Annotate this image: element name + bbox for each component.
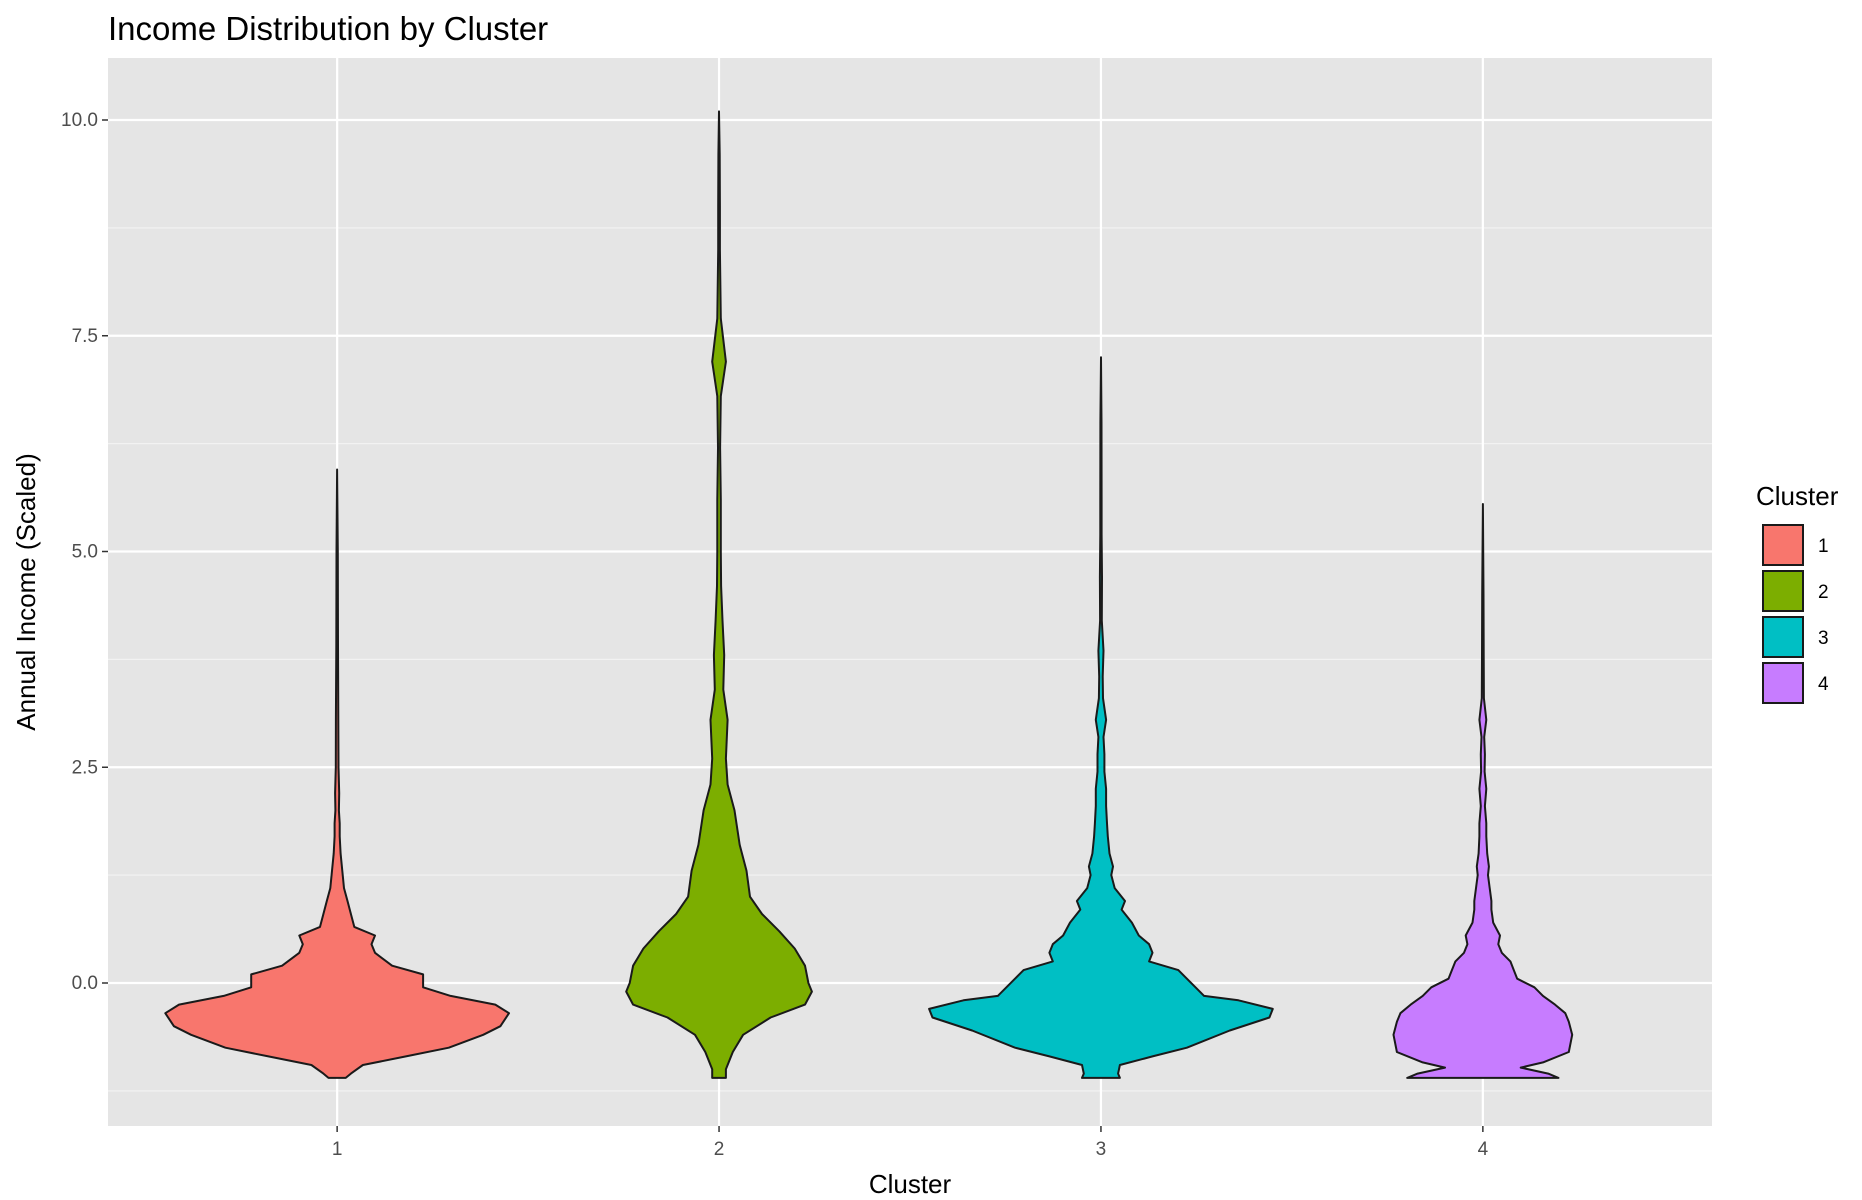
violin-cluster-3 (928, 356, 1274, 1079)
legend-swatch-2 (1762, 570, 1804, 612)
violin-cluster-4 (1392, 503, 1574, 1079)
y-tick-label: 5.0 (72, 542, 98, 563)
legend-swatch-1 (1762, 524, 1804, 566)
legend-label-1: 1 (1818, 536, 1829, 557)
violins (164, 110, 1574, 1079)
y-axis-ticks: 0.0 2.5 5.0 7.5 10.0 (61, 110, 108, 994)
legend-title: Cluster (1756, 481, 1839, 511)
legend-label-2: 2 (1818, 582, 1829, 603)
violin-cluster-1 (164, 468, 510, 1079)
y-axis-label: Annual Income (Scaled) (11, 453, 41, 730)
y-tick-label: 7.5 (72, 326, 98, 347)
legend-swatch-3 (1762, 616, 1804, 658)
legend: Cluster 1 2 3 4 (1756, 481, 1839, 704)
x-tick-label: 1 (332, 1139, 343, 1160)
plot-panel (108, 58, 1712, 1126)
legend-entries: 1 2 3 4 (1762, 524, 1829, 704)
legend-label-4: 4 (1818, 674, 1829, 695)
x-tick-label: 2 (714, 1139, 725, 1160)
x-tick-label: 4 (1478, 1139, 1489, 1160)
y-tick-label: 0.0 (72, 973, 98, 994)
legend-label-3: 3 (1818, 628, 1829, 649)
chart-title: Income Distribution by Cluster (108, 10, 548, 47)
x-axis-ticks: 1 2 3 4 (332, 1126, 1489, 1160)
y-tick-label: 2.5 (72, 757, 98, 778)
violin-cluster-2 (625, 110, 813, 1079)
minor-gridlines (108, 227, 1712, 1092)
x-tick-label: 3 (1096, 1139, 1107, 1160)
legend-swatch-4 (1762, 662, 1804, 704)
x-axis-label: Cluster (869, 1169, 952, 1199)
y-tick-label: 10.0 (61, 110, 98, 131)
